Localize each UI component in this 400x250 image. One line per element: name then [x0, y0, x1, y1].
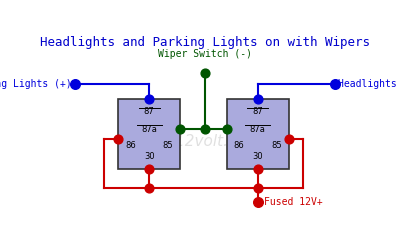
Text: 85: 85: [271, 140, 282, 149]
Text: 30: 30: [252, 152, 263, 161]
Text: 86: 86: [234, 140, 244, 149]
Point: [224, 127, 230, 131]
Point: [332, 82, 338, 86]
Text: 87a: 87a: [141, 124, 157, 134]
Point: [177, 127, 184, 131]
Text: Fused 12V+: Fused 12V+: [264, 197, 323, 207]
Point: [202, 127, 208, 131]
Point: [254, 97, 261, 101]
Text: 87: 87: [252, 107, 263, 116]
Text: 85: 85: [162, 140, 173, 149]
Point: [115, 137, 122, 141]
Point: [202, 71, 208, 75]
Point: [286, 137, 292, 141]
Point: [146, 97, 152, 101]
Point: [254, 166, 261, 170]
Bar: [118, 99, 180, 168]
Point: [72, 82, 78, 86]
Text: Parking Lights (+): Parking Lights (+): [0, 79, 72, 89]
Point: [254, 200, 261, 204]
Point: [146, 186, 152, 190]
Bar: [227, 99, 289, 168]
Text: Headlights (+): Headlights (+): [338, 79, 400, 89]
Text: 87: 87: [144, 107, 154, 116]
Text: Wiper Switch (-): Wiper Switch (-): [158, 49, 252, 59]
Text: 87a: 87a: [250, 124, 266, 134]
Text: the12volt.com: the12volt.com: [150, 134, 260, 149]
Point: [146, 166, 152, 170]
Text: Headlights and Parking Lights on with Wipers: Headlights and Parking Lights on with Wi…: [40, 36, 370, 49]
Text: 30: 30: [144, 152, 154, 161]
Point: [254, 186, 261, 190]
Text: 86: 86: [125, 140, 136, 149]
